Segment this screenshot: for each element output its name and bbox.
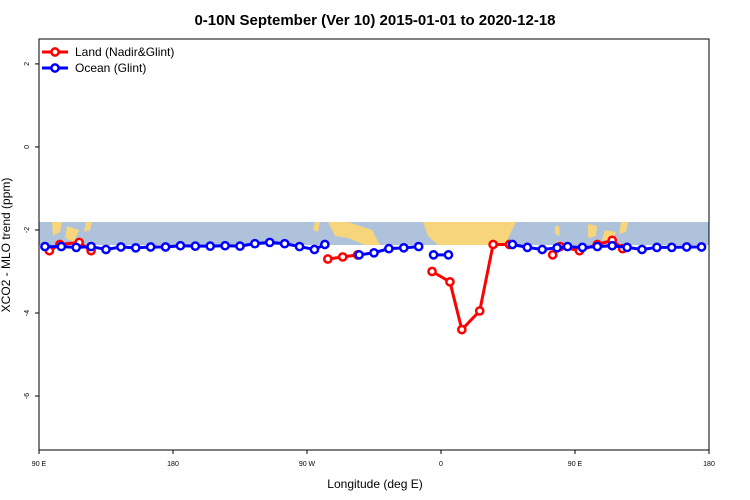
- philippines-land-2: [619, 222, 628, 234]
- ocean-glint-point: [309, 244, 320, 255]
- ocean-glint-point: [562, 241, 573, 252]
- sri-lanka-land: [555, 226, 560, 236]
- borneo-land-1: [65, 226, 79, 242]
- y-axis: 2 0 -2 -4 -6: [24, 62, 39, 399]
- land-nadir-glint-point: [427, 266, 437, 277]
- y-tick-label: -6: [24, 393, 31, 399]
- ocean-glint-point: [175, 240, 186, 251]
- ocean-glint-point: [592, 241, 603, 252]
- ocean-glint-point: [507, 239, 518, 250]
- central-america-land: [313, 222, 320, 232]
- ocean-glint-point: [56, 241, 67, 252]
- ocean-glint-point: [428, 250, 439, 260]
- ocean-glint-point: [71, 242, 82, 253]
- legend-label: Land (Nadir&Glint): [75, 45, 174, 59]
- land-nadir-glint-point: [474, 306, 485, 316]
- ocean-glint-point: [86, 241, 96, 252]
- x-tick-label: 180: [167, 461, 179, 468]
- ocean-glint-point: [220, 240, 230, 251]
- ocean-glint-point: [537, 244, 548, 255]
- land-nadir-glint-series-line: [431, 243, 510, 333]
- plot-frame: [38, 38, 710, 451]
- ocean-glint-point: [130, 242, 141, 253]
- series-layer: [40, 235, 707, 335]
- ocean-glint-point: [279, 238, 290, 249]
- ocean-glint-point: [413, 241, 424, 252]
- ocean-glint-point: [666, 242, 677, 253]
- ocean-glint-point: [622, 242, 632, 253]
- ocean-glint-point: [652, 242, 662, 253]
- ocean-glint-point: [101, 244, 111, 255]
- land-nadir-glint-point: [337, 252, 348, 262]
- ocean-glint-point: [116, 242, 126, 252]
- malaysia-land-2: [588, 224, 597, 238]
- land-nadir-glint-point: [488, 239, 498, 250]
- ocean-glint-point: [696, 242, 707, 252]
- ocean-glint-point: [264, 237, 275, 248]
- ocean-glint-point: [369, 247, 379, 258]
- ocean-glint-point: [398, 242, 409, 253]
- ocean-glint-point: [294, 241, 305, 252]
- chart-title: 0-10N September (Ver 10) 2015-01-01 to 2…: [194, 12, 555, 29]
- x-tick-label: 0: [439, 461, 443, 468]
- x-axis-label: Longitude (deg E): [327, 477, 422, 491]
- ocean-glint-point: [250, 238, 260, 249]
- x-tick-label: 90 W: [299, 461, 316, 468]
- legend-label: Ocean (Glint): [75, 61, 146, 75]
- x-tick-label: 90 E: [568, 461, 583, 468]
- ocean-glint-point: [190, 241, 201, 252]
- ocean-glint-point: [522, 242, 533, 253]
- y-axis-label: XCO2 - MLO trend (ppm): [0, 178, 13, 313]
- y-tick-label: 2: [24, 62, 31, 66]
- ocean-glint-point: [607, 240, 618, 251]
- legend: Land (Nadir&Glint) Ocean (Glint): [42, 45, 174, 75]
- land-nadir-glint-point: [456, 324, 467, 335]
- ocean-glint-point: [320, 239, 330, 250]
- ocean-glint-point: [205, 241, 216, 252]
- ocean-glint-point: [681, 242, 692, 252]
- south-america-land: [328, 222, 380, 245]
- africa-land: [423, 222, 516, 245]
- philippines-land-1: [84, 222, 92, 232]
- ocean-glint-point: [235, 241, 245, 252]
- ocean-glint-point: [40, 241, 50, 252]
- y-tick-label: -4: [24, 310, 31, 316]
- ocean-glint-point: [384, 243, 394, 254]
- x-axis: 90 E 180 90 W 0 90 E 180: [32, 450, 715, 468]
- y-tick-label: -2: [24, 227, 31, 233]
- ocean-glint-point: [354, 250, 364, 260]
- land-nadir-glint-point: [547, 250, 558, 260]
- ocean-glint-point: [637, 244, 647, 255]
- ocean-glint-point: [443, 250, 454, 260]
- ocean-glint-point: [552, 242, 562, 253]
- land-nadir-glint-point: [322, 254, 333, 264]
- ocean-glint-point: [160, 242, 171, 252]
- legend-marker: [50, 47, 60, 57]
- legend-marker: [50, 63, 60, 73]
- malaysia-land-1: [52, 222, 62, 236]
- x-tick-label: 180: [703, 461, 715, 468]
- ocean-band: [39, 222, 709, 245]
- ocean-glint-point: [577, 242, 588, 253]
- x-tick-label: 90 E: [32, 461, 47, 468]
- y-tick-label: 0: [24, 145, 31, 149]
- ocean-glint-point: [145, 242, 156, 252]
- land-nadir-glint-point: [445, 277, 455, 287]
